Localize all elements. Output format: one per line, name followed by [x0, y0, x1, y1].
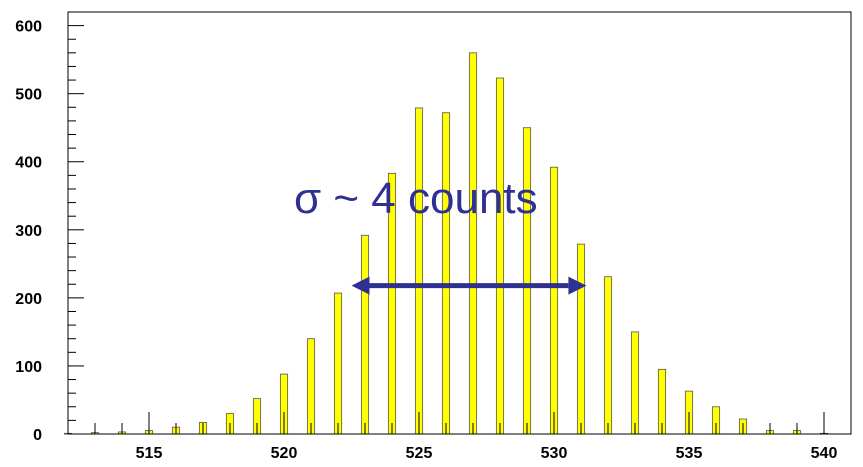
bars-group: [63, 52, 829, 435]
y-tick-label: 0: [33, 427, 42, 444]
y-tick-label: 100: [15, 359, 42, 376]
sigma-annotation: σ ~ 4 counts: [294, 174, 587, 295]
bar: [306, 338, 316, 435]
arrow-head-left: [351, 276, 370, 295]
x-tick-label: 535: [676, 445, 703, 462]
bar: [360, 234, 370, 435]
bar: [549, 166, 559, 435]
y-axis: 0 100 200 300 400 500 600: [15, 11, 84, 444]
bar: [333, 292, 343, 435]
bar: [603, 276, 613, 435]
x-tick-label: 525: [406, 445, 433, 462]
sigma-annotation-text: σ ~ 4 counts: [294, 174, 538, 223]
x-tick-label: 520: [271, 445, 298, 462]
plot-frame: [67, 11, 852, 435]
y-tick-label: 500: [15, 87, 42, 104]
x-tick-label: 540: [811, 445, 838, 462]
minor-ticks-group: [67, 412, 852, 434]
y-tick-label: 600: [15, 19, 42, 36]
bar: [468, 52, 478, 435]
bar: [576, 243, 586, 435]
x-tick-label: 515: [136, 445, 163, 462]
x-tick-label: 530: [541, 445, 568, 462]
bar: [414, 107, 424, 435]
bar: [495, 77, 505, 435]
bar: [441, 112, 451, 435]
y-tick-label: 200: [15, 291, 42, 308]
y-tick-label: 300: [15, 223, 42, 240]
arrow-head-right: [568, 276, 587, 295]
y-tick-label: 400: [15, 155, 42, 172]
x-axis: 515 520 525 530 535 540: [136, 445, 838, 462]
bar: [630, 331, 640, 435]
